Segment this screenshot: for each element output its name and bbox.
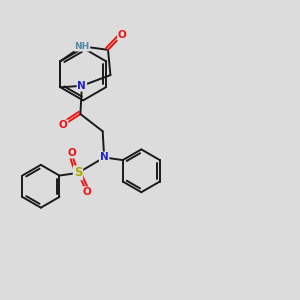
Text: O: O: [118, 30, 127, 40]
Text: O: O: [67, 148, 76, 158]
Text: NH: NH: [74, 42, 89, 51]
Text: N: N: [77, 81, 86, 91]
Text: O: O: [82, 187, 91, 197]
Text: O: O: [59, 120, 68, 130]
Text: N: N: [100, 152, 109, 162]
Text: S: S: [74, 167, 82, 179]
